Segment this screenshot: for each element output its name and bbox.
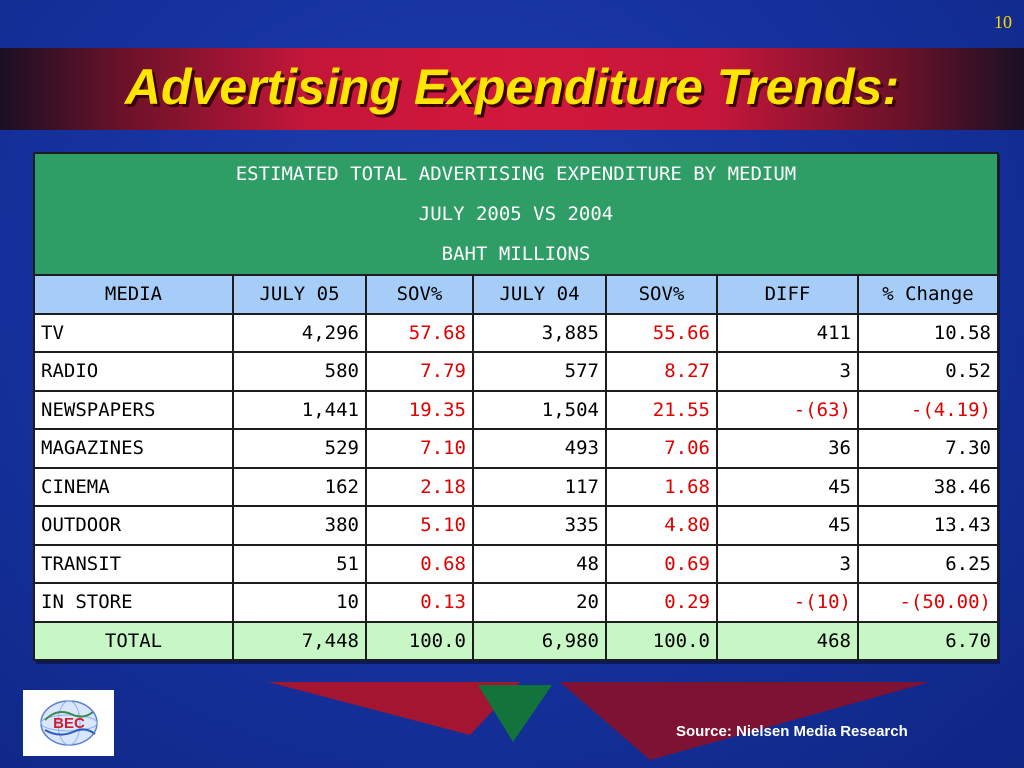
column-header: MEDIA	[33, 274, 234, 315]
diff-cell: 411	[716, 312, 859, 353]
sov04-cell: 8.27	[605, 351, 718, 392]
column-header-row: MEDIA JULY 05 SOV% JULY 04 SOV% DIFF % C…	[33, 274, 999, 315]
table-caption: ESTIMATED TOTAL ADVERTISING EXPENDITURE …	[33, 152, 999, 276]
caption-line: ESTIMATED TOTAL ADVERTISING EXPENDITURE …	[235, 163, 797, 185]
expenditure-table-container: ESTIMATED TOTAL ADVERTISING EXPENDITURE …	[33, 152, 999, 661]
sov05-cell: 7.10	[365, 428, 474, 469]
diff-cell: 36	[716, 428, 859, 469]
column-header: JULY 05	[232, 274, 367, 315]
bec-logo: BEC	[23, 690, 114, 756]
sov05-cell: 5.10	[365, 505, 474, 546]
logo-text: BEC	[53, 715, 85, 732]
table-row: CINEMA 162 2.18 117 1.68 45 38.46	[33, 466, 999, 507]
july05-cell: 380	[232, 505, 367, 546]
sov05-cell: 0.68	[365, 543, 474, 584]
sov04-cell: 21.55	[605, 389, 718, 430]
change-cell: 7.30	[857, 428, 999, 469]
diff-cell: -(63)	[716, 389, 859, 430]
media-cell: MAGAZINES	[33, 428, 234, 469]
sov05-cell: 2.18	[365, 466, 474, 507]
media-cell: TV	[33, 312, 234, 353]
total-sov04: 100.0	[605, 620, 718, 661]
table-row: MAGAZINES 529 7.10 493 7.06 36 7.30	[33, 428, 999, 469]
column-header: SOV%	[605, 274, 718, 315]
july05-cell: 4,296	[232, 312, 367, 353]
media-cell: NEWSPAPERS	[33, 389, 234, 430]
change-cell: 13.43	[857, 505, 999, 546]
table-row: IN STORE 10 0.13 20 0.29 -(10) -(50.00)	[33, 582, 999, 623]
sov04-cell: 7.06	[605, 428, 718, 469]
change-cell: 6.25	[857, 543, 999, 584]
diff-cell: 3	[716, 543, 859, 584]
diff-cell: 3	[716, 351, 859, 392]
table-row: OUTDOOR 380 5.10 335 4.80 45 13.43	[33, 505, 999, 546]
total-sov05: 100.0	[365, 620, 474, 661]
change-cell: 10.58	[857, 312, 999, 353]
media-cell: IN STORE	[33, 582, 234, 623]
july05-cell: 162	[232, 466, 367, 507]
column-header: DIFF	[716, 274, 859, 315]
column-header: % Change	[857, 274, 999, 315]
media-cell: OUTDOOR	[33, 505, 234, 546]
source-note: Source: Nielsen Media Research	[676, 723, 908, 740]
sov05-cell: 0.13	[365, 582, 474, 623]
table-row: RADIO 580 7.79 577 8.27 3 0.52	[33, 351, 999, 392]
total-row: TOTAL 7,448 100.0 6,980 100.0 468 6.70	[33, 620, 999, 661]
july05-cell: 10	[232, 582, 367, 623]
july04-cell: 3,885	[472, 312, 607, 353]
globe-logo-icon: BEC	[40, 700, 98, 746]
total-july05: 7,448	[232, 620, 367, 661]
diff-cell: 45	[716, 505, 859, 546]
table-row: TV 4,296 57.68 3,885 55.66 411 10.58	[33, 312, 999, 353]
diff-cell: -(10)	[716, 582, 859, 623]
july04-cell: 117	[472, 466, 607, 507]
table-row: NEWSPAPERS 1,441 19.35 1,504 21.55 -(63)…	[33, 389, 999, 430]
change-cell: 38.46	[857, 466, 999, 507]
sov04-cell: 4.80	[605, 505, 718, 546]
july04-cell: 20	[472, 582, 607, 623]
caption-line: JULY 2005 VS 2004	[418, 203, 614, 225]
july04-cell: 577	[472, 351, 607, 392]
total-change: 6.70	[857, 620, 999, 661]
media-cell: RADIO	[33, 351, 234, 392]
total-july04: 6,980	[472, 620, 607, 661]
total-diff: 468	[716, 620, 859, 661]
july04-cell: 493	[472, 428, 607, 469]
july04-cell: 48	[472, 543, 607, 584]
slide-number: 10	[994, 12, 1012, 32]
sov05-cell: 7.79	[365, 351, 474, 392]
sov04-cell: 0.29	[605, 582, 718, 623]
slide-title: Advertising Expenditure Trends:	[124, 59, 900, 115]
sov04-cell: 1.68	[605, 466, 718, 507]
table-row: TRANSIT 51 0.68 48 0.69 3 6.25	[33, 543, 999, 584]
caption-line: BAHT MILLIONS	[441, 243, 591, 265]
sov05-cell: 19.35	[365, 389, 474, 430]
media-cell: TRANSIT	[33, 543, 234, 584]
change-cell: -(4.19)	[857, 389, 999, 430]
column-header: SOV%	[365, 274, 474, 315]
column-header: JULY 04	[472, 274, 607, 315]
july05-cell: 580	[232, 351, 367, 392]
total-label: TOTAL	[33, 620, 234, 661]
sov05-cell: 57.68	[365, 312, 474, 353]
july05-cell: 1,441	[232, 389, 367, 430]
july05-cell: 51	[232, 543, 367, 584]
title-band	[0, 48, 1024, 130]
change-cell: -(50.00)	[857, 582, 999, 623]
july04-cell: 335	[472, 505, 607, 546]
media-cell: CINEMA	[33, 466, 234, 507]
july05-cell: 529	[232, 428, 367, 469]
change-cell: 0.52	[857, 351, 999, 392]
sov04-cell: 55.66	[605, 312, 718, 353]
diff-cell: 45	[716, 466, 859, 507]
july04-cell: 1,504	[472, 389, 607, 430]
sov04-cell: 0.69	[605, 543, 718, 584]
expenditure-table: ESTIMATED TOTAL ADVERTISING EXPENDITURE …	[33, 152, 999, 661]
